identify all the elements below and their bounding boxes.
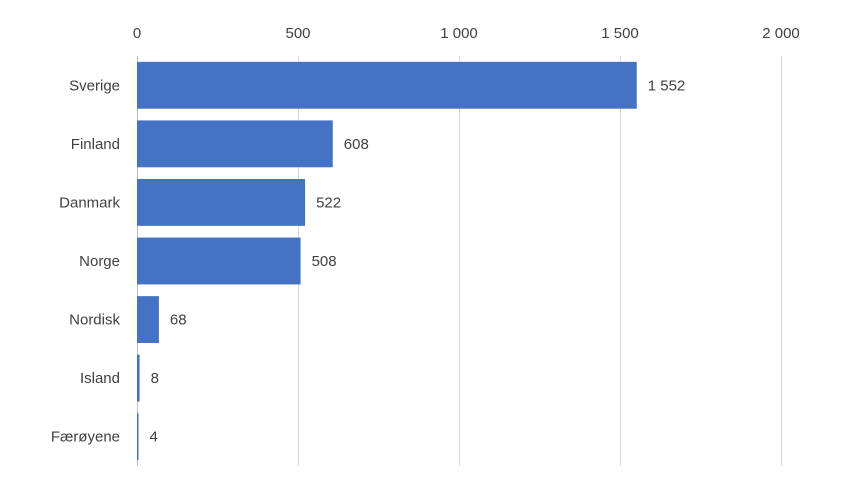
data-label: 8 — [151, 370, 159, 387]
data-label: 508 — [312, 253, 337, 270]
bar-sverige — [137, 61, 637, 109]
bar-færøyene — [137, 413, 139, 461]
category-label: Finland — [71, 136, 120, 153]
x-tick-label: 1 000 — [440, 25, 478, 42]
x-tick-label: 2 000 — [762, 25, 800, 42]
x-tick-label: 1 500 — [601, 25, 639, 42]
category-label: Danmark — [59, 194, 120, 211]
category-label: Færøyene — [51, 429, 120, 446]
bar-island — [137, 354, 140, 402]
category-label: Sverige — [69, 77, 120, 94]
category-label: Nordisk — [69, 312, 120, 329]
labels: Sverige 1 552 Finland 608 Danmark 522 Norge 508… — [51, 77, 685, 445]
x-tick-label: 500 — [285, 25, 310, 42]
data-label: 608 — [344, 136, 369, 153]
x-tick-label: 0 — [133, 25, 141, 42]
bars — [137, 61, 637, 461]
category-label: Norge — [79, 253, 120, 270]
bar-finland — [137, 120, 333, 168]
category-label: Island — [80, 370, 120, 387]
bar-norge — [137, 237, 301, 285]
data-label: 522 — [316, 194, 341, 211]
x-axis-ticks: 0 500 1 000 1 500 2 000 — [133, 25, 800, 42]
data-label: 4 — [150, 429, 158, 446]
bar-nordisk — [137, 296, 159, 343]
data-label: 1 552 — [648, 77, 686, 94]
data-label: 68 — [170, 312, 187, 329]
bar-danmark — [137, 179, 306, 226]
